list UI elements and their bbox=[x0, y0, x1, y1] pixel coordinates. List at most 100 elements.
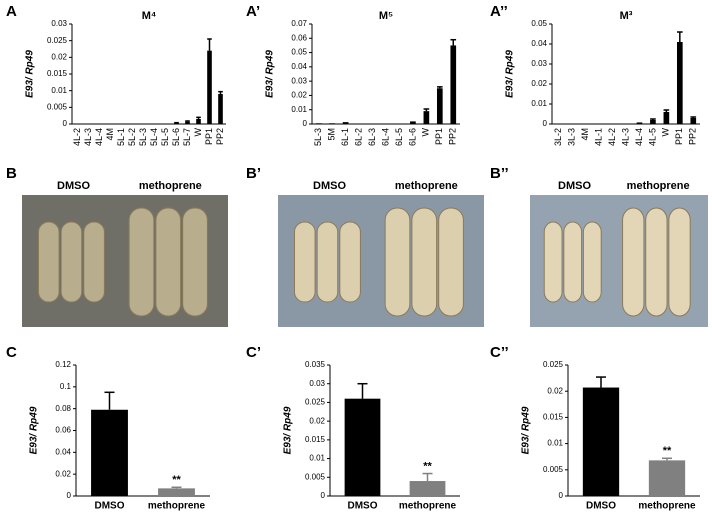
bar bbox=[677, 42, 683, 124]
y-tick-label: 0.06 bbox=[291, 33, 307, 42]
y-tick-label: 0.025 bbox=[305, 398, 326, 407]
larva bbox=[61, 222, 82, 302]
x-tick-label: methoprene bbox=[148, 501, 206, 512]
x-tick-label: 4L-3 bbox=[83, 128, 93, 146]
y-axis-label: E93/ Rp49 bbox=[29, 406, 40, 454]
x-tick-label: W bbox=[421, 128, 431, 137]
bar bbox=[410, 481, 446, 496]
bar bbox=[158, 488, 195, 496]
y-tick-label: 0.015 bbox=[543, 413, 564, 422]
y-tick-label: 0 bbox=[63, 119, 68, 128]
y-tick-label: 0.02 bbox=[51, 52, 67, 61]
error-bar bbox=[358, 384, 368, 399]
x-tick-label: 5M bbox=[327, 128, 337, 141]
y-tick-label: 0.04 bbox=[291, 62, 307, 71]
larva bbox=[544, 222, 562, 302]
y-tick-label: 0.01 bbox=[531, 99, 547, 108]
y-tick-label: 0.015 bbox=[305, 435, 326, 444]
x-tick-label: PP2 bbox=[688, 128, 698, 145]
error-bar bbox=[423, 474, 433, 481]
x-tick-label: 6L-6 bbox=[407, 128, 417, 146]
x-tick-label: PP1 bbox=[434, 128, 444, 145]
bar bbox=[218, 94, 223, 124]
y-tick-label: 0.03 bbox=[51, 19, 67, 28]
larva bbox=[38, 222, 59, 302]
error-bar bbox=[196, 117, 201, 119]
y-tick-label: 0.02 bbox=[531, 79, 547, 88]
error-bar bbox=[218, 92, 223, 94]
y-tick-label: 0.06 bbox=[55, 426, 71, 435]
photo-label: methoprene bbox=[627, 180, 690, 192]
y-tick-label: 0.04 bbox=[531, 39, 547, 48]
larva bbox=[623, 208, 644, 316]
bar bbox=[690, 118, 696, 124]
larva bbox=[340, 222, 361, 302]
larva bbox=[412, 208, 437, 316]
error-bar bbox=[450, 40, 456, 46]
y-tick-label: 0.025 bbox=[47, 36, 68, 45]
x-tick-label: 5L-1 bbox=[116, 128, 126, 146]
x-tick-label: 4L-4 bbox=[634, 128, 644, 146]
y-tick-label: 0.01 bbox=[51, 86, 67, 95]
error-bar bbox=[664, 110, 670, 112]
x-tick-label: DMSO bbox=[348, 501, 378, 512]
y-tick-label: 0.05 bbox=[291, 48, 307, 57]
y-tick-label: 0.005 bbox=[305, 472, 326, 481]
x-tick-label: 5L-3 bbox=[313, 128, 323, 146]
bar bbox=[316, 123, 322, 124]
significance-label: ** bbox=[663, 445, 672, 457]
y-tick-label: 0 bbox=[321, 491, 326, 500]
bar bbox=[207, 51, 212, 124]
panel-label: C’ bbox=[246, 344, 261, 361]
x-tick-label: 4L-2 bbox=[607, 128, 617, 146]
y-tick-label: 0.01 bbox=[291, 105, 307, 114]
x-tick-label: 5L-7 bbox=[182, 128, 192, 146]
x-tick-label: 5L-4 bbox=[149, 128, 159, 146]
x-tick-label: 3L-3 bbox=[567, 128, 577, 146]
larva bbox=[385, 208, 410, 316]
photo-label: DMSO bbox=[57, 180, 90, 192]
bar bbox=[649, 460, 685, 496]
significance-label: ** bbox=[423, 460, 432, 472]
x-tick-label: 6L-4 bbox=[380, 128, 390, 146]
error-bar bbox=[185, 121, 190, 122]
x-tick-label: 4L-5 bbox=[647, 128, 657, 146]
y-tick-label: 0.035 bbox=[305, 360, 326, 369]
x-tick-label: 5L-5 bbox=[160, 128, 170, 146]
x-tick-label: 4M bbox=[105, 128, 115, 141]
photo-label: DMSO bbox=[558, 180, 591, 192]
y-tick-label: 0.12 bbox=[55, 360, 71, 369]
y-tick-label: 0 bbox=[303, 119, 308, 128]
y-tick-label: 0.02 bbox=[547, 386, 563, 395]
error-bar bbox=[662, 458, 672, 460]
y-tick-label: 0.005 bbox=[543, 465, 564, 474]
bar bbox=[91, 410, 128, 496]
larva bbox=[439, 208, 464, 316]
bar bbox=[329, 123, 335, 124]
x-tick-label: 6L-3 bbox=[367, 128, 377, 146]
x-tick-label: 3L-2 bbox=[553, 128, 563, 146]
x-tick-label: 5L-2 bbox=[127, 128, 137, 146]
panel-label: C bbox=[6, 344, 17, 361]
y-tick-label: 0 bbox=[67, 491, 72, 500]
larva bbox=[646, 208, 667, 316]
y-tick-label: 0.08 bbox=[55, 404, 71, 413]
x-tick-label: 5L-3 bbox=[138, 128, 148, 146]
larva bbox=[317, 222, 338, 302]
x-tick-label: 6L-1 bbox=[340, 128, 350, 146]
bar bbox=[345, 399, 381, 496]
larva bbox=[564, 222, 582, 302]
y-axis-label: E93/ Rp49 bbox=[505, 50, 516, 98]
panel-label: B’ bbox=[246, 165, 261, 182]
y-tick-label: 0.05 bbox=[531, 19, 547, 28]
chart-title: M³ bbox=[620, 10, 633, 22]
y-tick-label: 0.03 bbox=[309, 379, 325, 388]
x-tick-label: DMSO bbox=[95, 501, 125, 512]
x-tick-label: methoprene bbox=[399, 501, 457, 512]
x-tick-label: W bbox=[661, 128, 671, 137]
panel-label: A bbox=[6, 3, 17, 20]
x-tick-label: 4M bbox=[580, 128, 590, 141]
y-tick-label: 0.02 bbox=[309, 416, 325, 425]
x-tick-label: methoprene bbox=[638, 501, 696, 512]
x-tick-label: PP2 bbox=[215, 128, 225, 145]
